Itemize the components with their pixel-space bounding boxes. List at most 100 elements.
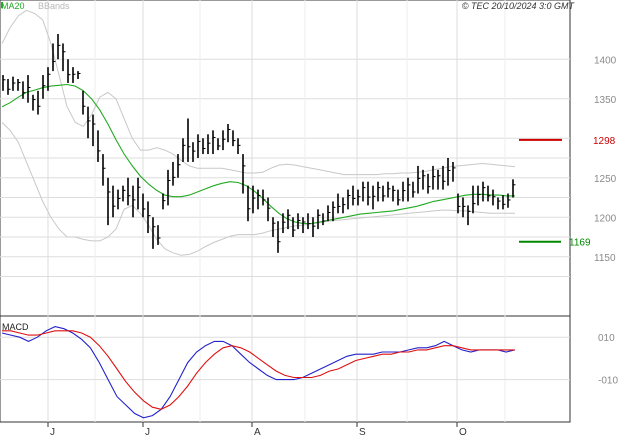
ma-legend-swatch bbox=[1, 2, 3, 8]
price-bars bbox=[2, 33, 516, 253]
price-bar bbox=[227, 124, 231, 143]
price-bar bbox=[122, 185, 126, 202]
price-bar bbox=[357, 189, 361, 206]
x-tick-label: A bbox=[254, 427, 261, 438]
price-bar bbox=[37, 90, 41, 115]
price-bar bbox=[492, 189, 496, 206]
price-bar bbox=[462, 197, 466, 218]
y-tick-label: 1150 bbox=[594, 253, 616, 264]
price-levels: 1298 1169 bbox=[519, 136, 616, 249]
price-bar bbox=[452, 161, 456, 182]
price-bar bbox=[62, 43, 66, 72]
bbands-legend-label: BBands bbox=[38, 1, 70, 11]
bollinger-bands bbox=[1, 9, 516, 256]
price-bar bbox=[72, 67, 76, 83]
price-bar bbox=[292, 217, 296, 237]
price-bar bbox=[337, 193, 341, 214]
price-bar bbox=[92, 114, 96, 147]
price-bar bbox=[342, 197, 346, 214]
macd-panel-frame bbox=[0, 315, 571, 423]
price-bar bbox=[137, 177, 141, 210]
price-bar bbox=[512, 179, 516, 198]
price-bar bbox=[322, 213, 326, 226]
price-bar bbox=[112, 185, 116, 218]
price-bar bbox=[332, 201, 336, 222]
price-bar bbox=[247, 185, 251, 222]
copyright-text: © TEC 20/10/2024 3:0 GMT bbox=[462, 1, 576, 11]
price-bar bbox=[277, 221, 281, 253]
y-tick-label: 1200 bbox=[594, 213, 617, 224]
price-bar bbox=[447, 158, 451, 186]
price-bar bbox=[57, 33, 61, 60]
x-tick-label: O bbox=[459, 427, 467, 438]
price-bar bbox=[107, 177, 111, 226]
price-bar bbox=[242, 154, 246, 194]
price-bar bbox=[152, 217, 156, 249]
price-bar bbox=[97, 130, 101, 162]
price-bar bbox=[22, 81, 26, 99]
bband-upper-line bbox=[1, 9, 516, 176]
price-bar bbox=[237, 138, 241, 155]
price-bar bbox=[222, 130, 226, 151]
price-bar bbox=[117, 189, 121, 210]
price-bar bbox=[202, 138, 206, 155]
price-bar bbox=[397, 189, 401, 206]
price-bar bbox=[507, 193, 511, 208]
price-bar bbox=[17, 79, 21, 91]
price-bar bbox=[82, 90, 86, 115]
price-bar bbox=[172, 161, 176, 186]
price-bar bbox=[177, 154, 181, 178]
macd-panel-title: MACD bbox=[2, 322, 29, 332]
price-bar bbox=[437, 169, 441, 190]
price-bar bbox=[272, 217, 276, 237]
price-bar bbox=[207, 134, 211, 155]
price-bar bbox=[162, 193, 166, 210]
price-bar bbox=[102, 154, 106, 186]
price-bar bbox=[267, 197, 271, 222]
gridlines bbox=[0, 0, 570, 422]
macd-series-macd bbox=[1, 326, 516, 419]
price-bar bbox=[327, 205, 331, 222]
price-bar bbox=[42, 75, 46, 99]
price-bar bbox=[127, 177, 131, 206]
price-bar bbox=[382, 185, 386, 202]
price-bar bbox=[67, 59, 71, 83]
price-bar bbox=[2, 75, 6, 91]
price-bar bbox=[47, 67, 51, 91]
level-label: 1298 bbox=[593, 136, 616, 147]
price-bar bbox=[32, 94, 36, 111]
price-bar bbox=[502, 195, 506, 210]
price-bar bbox=[182, 138, 186, 162]
price-bar bbox=[427, 173, 431, 194]
level-label: 1169 bbox=[569, 238, 591, 249]
price-bar bbox=[142, 193, 146, 218]
price-bar bbox=[497, 197, 501, 210]
macd-tick-label: 010 bbox=[598, 333, 615, 344]
price-bar bbox=[417, 165, 421, 194]
y-tick-label: 1250 bbox=[594, 174, 617, 185]
price-bar bbox=[147, 201, 151, 234]
price-bar bbox=[282, 213, 286, 234]
y-tick-label: 1350 bbox=[594, 95, 617, 106]
price-bar bbox=[132, 185, 136, 218]
price-bar bbox=[12, 76, 16, 91]
price-bar bbox=[297, 213, 301, 230]
price-bar bbox=[317, 209, 321, 230]
price-bar bbox=[467, 205, 471, 226]
price-bar bbox=[307, 213, 311, 230]
price-bar bbox=[472, 185, 476, 214]
y-axis-labels: 1150 1200 1250 1350 1400 010 -010 bbox=[594, 55, 618, 386]
price-bar bbox=[212, 130, 216, 155]
price-bar bbox=[257, 189, 261, 210]
price-bar bbox=[432, 165, 436, 190]
macd-lines bbox=[1, 326, 516, 419]
price-bar bbox=[252, 185, 256, 214]
price-bar bbox=[87, 106, 91, 139]
price-bar bbox=[442, 165, 446, 190]
price-bar bbox=[477, 185, 481, 206]
price-bar bbox=[157, 225, 161, 245]
price-bar bbox=[482, 181, 486, 202]
